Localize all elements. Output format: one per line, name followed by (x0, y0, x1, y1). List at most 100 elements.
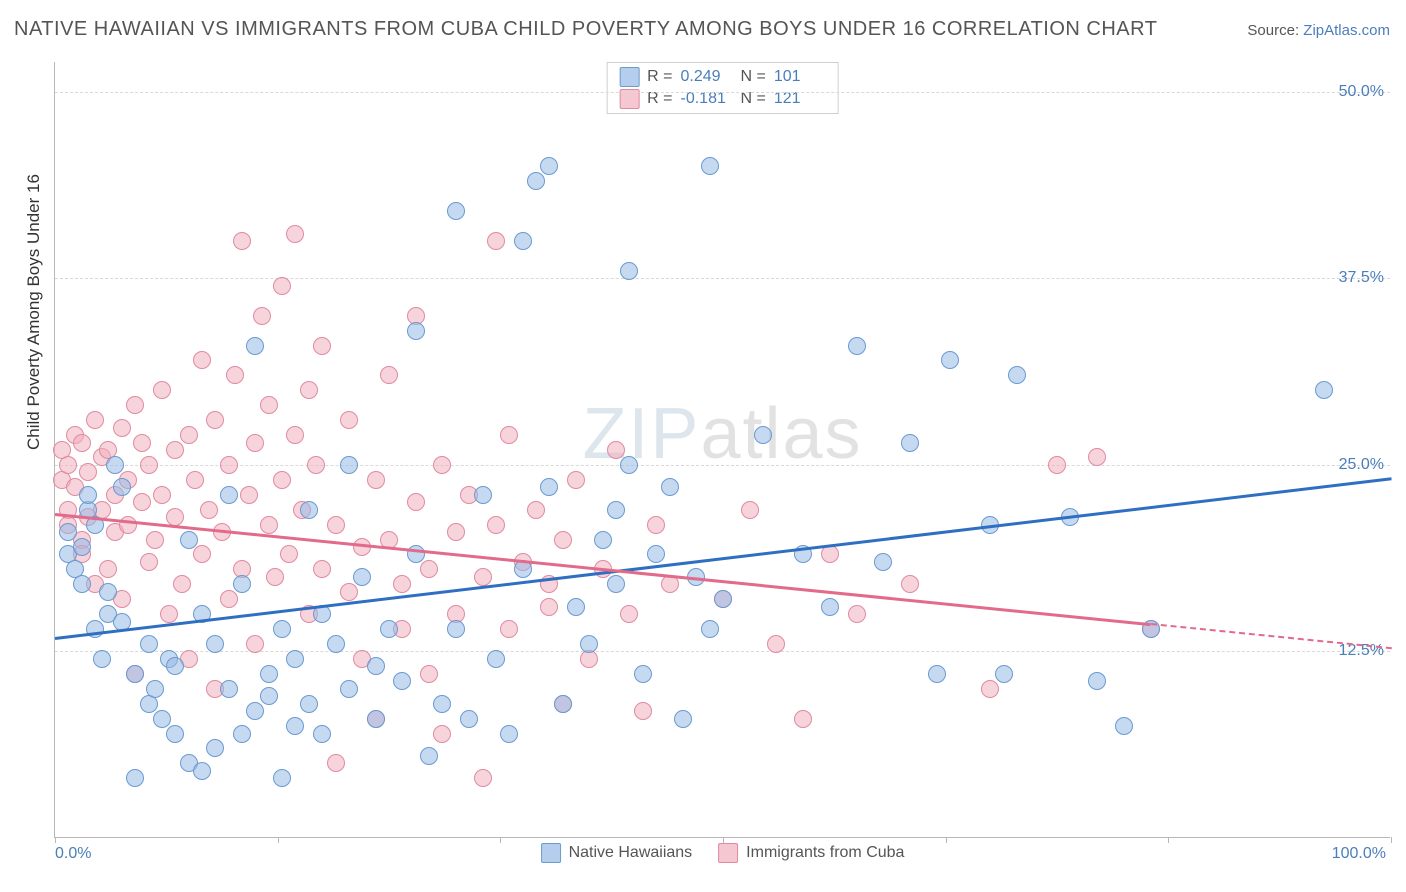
data-point (193, 351, 211, 369)
data-point (166, 508, 184, 526)
data-point (180, 531, 198, 549)
data-point (620, 605, 638, 623)
data-point (300, 381, 318, 399)
legend-label: Immigrants from Cuba (746, 844, 904, 862)
data-point (307, 456, 325, 474)
data-point (113, 478, 131, 496)
data-point (607, 575, 625, 593)
correlation-row-a: R = 0.249 N = 101 (607, 66, 838, 88)
data-point (1315, 381, 1333, 399)
data-point (367, 657, 385, 675)
x-tick-mark (946, 837, 947, 843)
data-point (140, 456, 158, 474)
data-point (286, 426, 304, 444)
data-point (554, 695, 572, 713)
watermark-thin: atlas (700, 394, 862, 474)
data-point (500, 620, 518, 638)
x-tick-mark (55, 837, 56, 843)
data-point (133, 434, 151, 452)
data-point (1008, 366, 1026, 384)
data-point (99, 583, 117, 601)
data-point (246, 702, 264, 720)
data-point (106, 456, 124, 474)
data-point (59, 523, 77, 541)
scatter-plot-area: ZIPatlas R = 0.249 N = 101 R = -0.181 N … (54, 62, 1390, 838)
data-point (420, 560, 438, 578)
gridline (55, 92, 1390, 93)
data-point (126, 665, 144, 683)
data-point (500, 725, 518, 743)
data-point (273, 471, 291, 489)
data-point (59, 456, 77, 474)
y-tick-label: 37.5% (1339, 269, 1384, 287)
y-tick-label: 25.0% (1339, 456, 1384, 474)
swatch-a-icon (619, 67, 639, 87)
data-point (73, 538, 91, 556)
data-point (340, 456, 358, 474)
data-point (540, 598, 558, 616)
data-point (540, 478, 558, 496)
data-point (474, 486, 492, 504)
data-point (393, 575, 411, 593)
x-tick-label: 0.0% (55, 845, 91, 863)
data-point (273, 769, 291, 787)
data-point (313, 725, 331, 743)
data-point (407, 322, 425, 340)
x-tick-mark (500, 837, 501, 843)
data-point (146, 531, 164, 549)
data-point (313, 337, 331, 355)
data-point (206, 635, 224, 653)
data-point (393, 672, 411, 690)
data-point (487, 232, 505, 250)
data-point (99, 560, 117, 578)
data-point (340, 583, 358, 601)
data-point (93, 650, 111, 668)
legend-item-a: Native Hawaiians (541, 843, 693, 863)
data-point (995, 665, 1013, 683)
data-point (220, 486, 238, 504)
data-point (754, 426, 772, 444)
data-point (447, 620, 465, 638)
data-point (126, 396, 144, 414)
data-point (180, 426, 198, 444)
data-point (300, 501, 318, 519)
data-point (246, 635, 264, 653)
data-point (173, 575, 191, 593)
data-point (567, 471, 585, 489)
data-point (474, 568, 492, 586)
data-point (714, 590, 732, 608)
data-point (607, 441, 625, 459)
data-point (674, 710, 692, 728)
data-point (113, 419, 131, 437)
data-point (73, 434, 91, 452)
source-link[interactable]: ZipAtlas.com (1303, 22, 1390, 39)
data-point (514, 232, 532, 250)
data-point (193, 545, 211, 563)
data-point (220, 680, 238, 698)
data-point (647, 516, 665, 534)
data-point (741, 501, 759, 519)
data-point (474, 769, 492, 787)
data-point (901, 575, 919, 593)
data-point (620, 262, 638, 280)
data-point (260, 396, 278, 414)
data-point (1088, 448, 1106, 466)
source-prefix: Source: (1247, 22, 1303, 39)
data-point (160, 605, 178, 623)
data-point (874, 553, 892, 571)
data-point (848, 605, 866, 623)
data-point (580, 635, 598, 653)
data-point (233, 575, 251, 593)
data-point (220, 456, 238, 474)
data-point (928, 665, 946, 683)
x-tick-mark (278, 837, 279, 843)
data-point (226, 366, 244, 384)
data-point (286, 717, 304, 735)
data-point (353, 568, 371, 586)
data-point (554, 531, 572, 549)
data-point (327, 754, 345, 772)
data-point (901, 434, 919, 452)
data-point (193, 762, 211, 780)
data-point (260, 516, 278, 534)
data-point (313, 560, 331, 578)
